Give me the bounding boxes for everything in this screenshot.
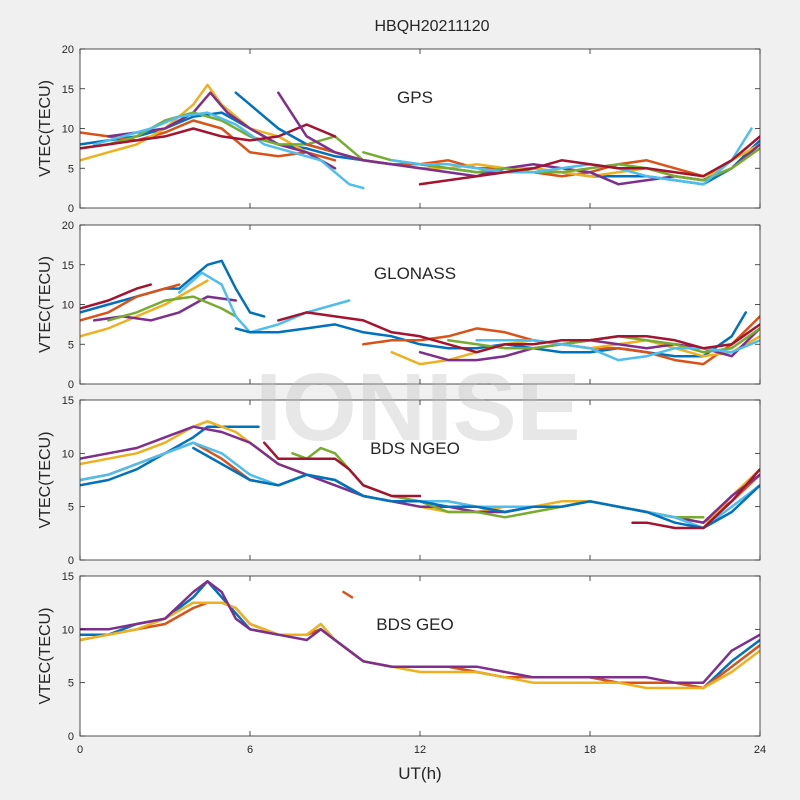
plot-area [80,576,760,736]
series-line-13 [418,135,760,186]
series-line-1 [80,119,337,162]
x-tick-label: 24 [754,744,766,756]
series-group [80,83,760,190]
panel-3: 0 6 12 18 24 0 5 10 15 VTEC(TECU) BDS GEO [37,571,766,756]
y-tick-label: 0 [68,555,74,567]
y-tick-label: 5 [68,678,74,690]
panel-label: GPS [397,88,433,107]
series-line-2 [80,83,337,170]
series-line-1 [80,283,181,322]
x-axis-label: UT(h) [398,764,441,783]
series-group [80,259,760,366]
series-line-6 [80,283,153,310]
x-tick-label: 6 [247,744,253,756]
series-line-12 [390,127,753,186]
series-line-6 [80,123,337,150]
series-line-11 [362,147,760,182]
series-line-3 [80,580,760,684]
figure-title: HBQH20211120 [374,18,489,35]
series-line-12 [475,339,760,362]
panels: 0 5 10 15 20 VTEC(TECU) GPS 0 5 10 15 20 VTEC(TECU) G… [37,44,766,756]
y-tick-label: 20 [62,44,74,56]
y-tick-label: 10 [62,448,74,460]
y-tick-label: 15 [62,395,74,407]
y-tick-label: 15 [62,84,74,96]
panel-label: GLONASS [374,264,456,283]
y-tick-label: 10 [62,300,74,312]
y-tick-label: 15 [62,260,74,272]
y-tick-label: 0 [68,203,74,215]
series-group [80,580,760,690]
panel-label: BDS GEO [376,615,453,634]
y-tick-label: 5 [68,339,74,351]
x-tick-label: 18 [584,744,596,756]
series-line-4 [342,590,354,599]
series-line-13 [277,311,760,354]
series-line-0 [80,259,266,318]
series-group [80,420,760,530]
y-tick-label: 0 [68,731,74,743]
y-tick-label: 10 [62,624,74,636]
y-axis-label: VTEC(TECU) [37,432,54,529]
panel-2: 0 5 10 15 VTEC(TECU) BDS NGEO [37,395,761,567]
x-tick-label: 0 [77,744,83,756]
series-line-0 [80,425,260,487]
y-tick-label: 15 [62,571,74,583]
y-tick-label: 5 [68,163,74,175]
series-line-3 [107,91,337,170]
y-tick-label: 10 [62,124,74,136]
panel-1: 0 5 10 15 20 VTEC(TECU) GLONASS [37,220,761,391]
series-line-2 [80,279,209,338]
panel-label: BDS NGEO [370,439,460,458]
y-tick-label: 20 [62,220,74,232]
y-axis-label: VTEC(TECU) [37,256,54,353]
series-line-4 [107,295,238,322]
x-tick-label: 12 [414,744,426,756]
y-axis-label: VTEC(TECU) [37,80,54,177]
series-line-7 [192,446,760,530]
series-line-0 [80,111,365,162]
y-tick-label: 0 [68,379,74,391]
series-line-5 [92,111,365,190]
series-line-8 [631,468,760,530]
y-tick-label: 5 [68,502,74,514]
y-axis-label: VTEC(TECU) [37,608,54,705]
watermark: IONISE [255,354,580,461]
series-line-6 [262,441,422,498]
panel-0: 0 5 10 15 20 VTEC(TECU) GPS [37,44,761,215]
